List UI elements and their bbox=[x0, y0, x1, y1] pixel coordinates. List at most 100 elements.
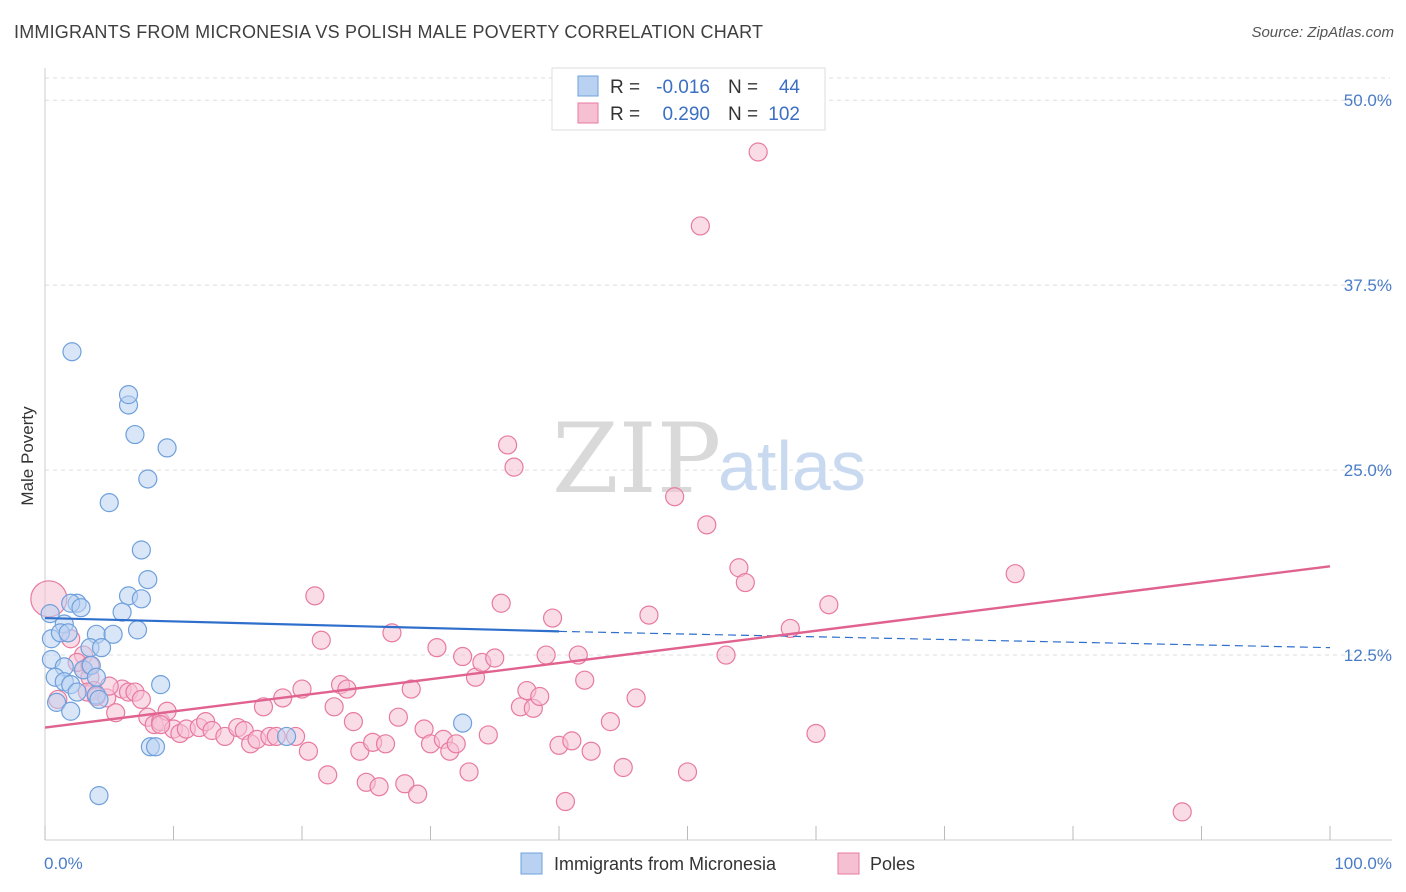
micronesia-point-35 bbox=[46, 692, 67, 712]
bottom-legend-label-micronesia: Immigrants from Micronesia bbox=[554, 854, 777, 874]
poles-point-58 bbox=[446, 734, 466, 754]
y-tick-label-2: 37.5% bbox=[1344, 276, 1392, 295]
poles-point-73 bbox=[542, 608, 563, 628]
poles-point-13 bbox=[131, 689, 151, 710]
legend-r-label-2: R = bbox=[610, 104, 640, 125]
poles-point-48 bbox=[382, 623, 402, 643]
poles-point-64 bbox=[485, 648, 505, 668]
micronesia-point-4 bbox=[157, 438, 177, 458]
poles-point-76 bbox=[562, 731, 582, 751]
poles-point-65 bbox=[491, 593, 511, 613]
poles-point-88 bbox=[716, 645, 736, 665]
micronesia-point-5 bbox=[138, 469, 158, 489]
gridlines bbox=[45, 77, 1390, 656]
poles-point-66 bbox=[498, 435, 518, 455]
poles-point-36 bbox=[305, 586, 325, 606]
x-tick-label-1: 100.0% bbox=[1334, 854, 1392, 873]
micronesia-point-42 bbox=[89, 786, 109, 806]
micronesia-point-28 bbox=[86, 667, 107, 687]
poles-point-90 bbox=[735, 572, 755, 593]
poles-point-85 bbox=[677, 762, 698, 782]
micronesia-point-36 bbox=[61, 701, 81, 721]
micronesia-point-39 bbox=[145, 737, 166, 757]
micronesia-point-41 bbox=[453, 713, 473, 733]
x-tick-labels: 0.0% 100.0% bbox=[44, 854, 1392, 873]
top-legend: R = -0.016 N = 44 R = 0.290 N = 102 bbox=[551, 67, 826, 131]
poles-point-95 bbox=[1005, 564, 1025, 584]
legend-n-value-2: 102 bbox=[768, 104, 800, 125]
poles-point-78 bbox=[575, 670, 595, 690]
poles-point-93 bbox=[806, 723, 826, 744]
micronesia-trend-line bbox=[44, 616, 560, 633]
poles-point-81 bbox=[613, 757, 633, 778]
micronesia-point-13 bbox=[71, 598, 91, 618]
micronesia-point-0 bbox=[62, 342, 82, 362]
bottom-legend-label-poles: Poles bbox=[870, 854, 915, 874]
watermark: ZIP atlas bbox=[552, 403, 866, 515]
poles-point-50 bbox=[395, 774, 415, 794]
y-tick-labels: 12.5% 25.0% 37.5% 50.0% bbox=[1344, 91, 1392, 665]
poles-point-101 bbox=[151, 714, 171, 735]
micronesia-point-34 bbox=[151, 675, 171, 695]
poles-point-55 bbox=[427, 638, 447, 658]
micronesia-trend-extension bbox=[558, 630, 1331, 649]
micronesia-point-32 bbox=[67, 682, 87, 702]
poles-point-63 bbox=[478, 725, 498, 745]
legend-r-value-2: 0.290 bbox=[662, 104, 710, 125]
micronesia-point-3 bbox=[125, 424, 145, 445]
bottom-legend: Immigrants from Micronesia Poles bbox=[520, 852, 915, 875]
poles-point-39 bbox=[324, 697, 344, 717]
poles-point-35 bbox=[298, 741, 319, 761]
poles-point-49 bbox=[388, 707, 408, 727]
trend-lines bbox=[44, 565, 1331, 729]
poles-point-72 bbox=[536, 645, 556, 665]
source-credit: Source: ZipAtlas.com bbox=[1251, 24, 1394, 41]
poles-point-87 bbox=[697, 515, 717, 535]
poles-point-51 bbox=[401, 679, 421, 699]
micronesia-point-8 bbox=[138, 569, 158, 590]
micronesia-point-2 bbox=[118, 385, 139, 405]
poles-point-60 bbox=[459, 762, 479, 782]
legend-n-label-1: N = bbox=[728, 77, 758, 98]
bottom-legend-swatch-poles bbox=[837, 852, 860, 875]
poles-point-86 bbox=[690, 216, 710, 236]
legend-r-label-1: R = bbox=[610, 77, 640, 98]
micronesia-point-6 bbox=[99, 493, 119, 513]
poles-point-52 bbox=[408, 784, 428, 804]
y-tick-label-0: 12.5% bbox=[1344, 646, 1392, 665]
legend-n-label-2: N = bbox=[728, 104, 758, 125]
poles-point-71 bbox=[530, 686, 550, 707]
axes bbox=[44, 68, 1392, 841]
watermark-zip: ZIP bbox=[552, 403, 721, 515]
poles-point-42 bbox=[343, 712, 363, 732]
poles-point-84 bbox=[665, 487, 685, 507]
watermark-atlas: atlas bbox=[718, 427, 866, 505]
x-tick-label-0: 0.0% bbox=[44, 854, 83, 873]
poles-trend-line bbox=[44, 565, 1331, 729]
poles-point-38 bbox=[318, 765, 338, 785]
micronesia-point-43 bbox=[40, 604, 60, 624]
poles-point-75 bbox=[555, 791, 576, 812]
legend-swatch-blue bbox=[577, 75, 599, 97]
legend-swatch-pink bbox=[577, 102, 599, 124]
y-axis-label: Male Poverty bbox=[18, 406, 37, 506]
poles-point-37 bbox=[311, 630, 331, 650]
poles-point-82 bbox=[626, 688, 646, 708]
y-tick-label-3: 50.0% bbox=[1344, 91, 1392, 110]
chart-title: IMMIGRANTS FROM MICRONESIA VS POLISH MAL… bbox=[14, 22, 764, 42]
micronesia-point-7 bbox=[131, 540, 151, 560]
micronesia-point-23 bbox=[91, 638, 112, 658]
poles-point-59 bbox=[453, 646, 473, 667]
y-tick-label-1: 25.0% bbox=[1344, 461, 1392, 480]
micronesia-point-14 bbox=[112, 602, 132, 622]
micronesia-point-20 bbox=[103, 624, 123, 644]
series-poles-points bbox=[30, 142, 1192, 822]
poles-point-80 bbox=[600, 712, 621, 732]
poles-point-96 bbox=[1172, 802, 1192, 822]
poles-point-46 bbox=[369, 777, 389, 797]
poles-point-47 bbox=[375, 734, 396, 754]
bottom-legend-swatch-micronesia bbox=[520, 852, 543, 875]
poles-point-79 bbox=[581, 741, 601, 761]
legend-n-value-1: 44 bbox=[779, 77, 801, 98]
